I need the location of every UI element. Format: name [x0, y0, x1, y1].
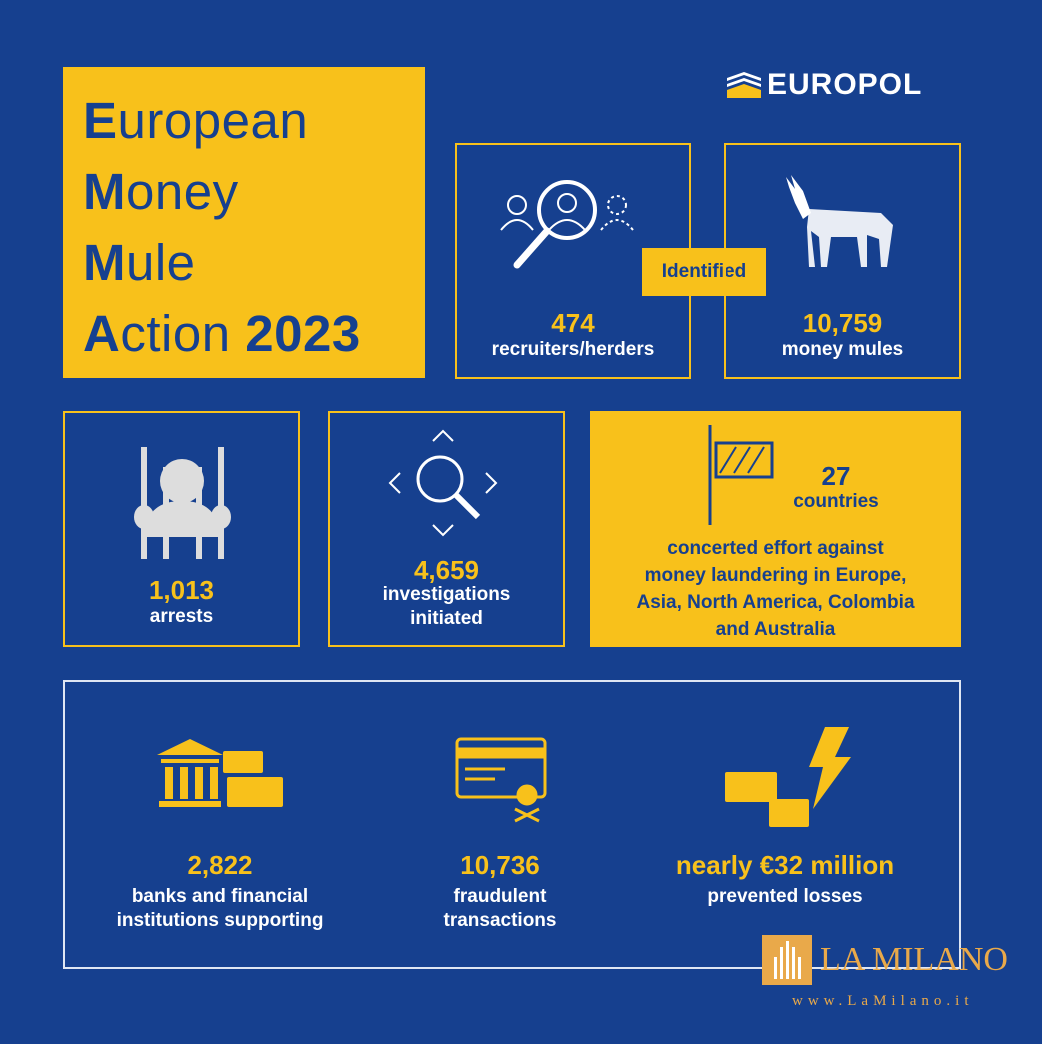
transactions-value: 10,736	[460, 850, 540, 880]
europol-logo: EUROPOL	[727, 68, 922, 102]
recruiters-value: 474	[551, 308, 595, 338]
title-box: European Money Mule Action 2023	[63, 67, 425, 378]
recruiters-label: recruiters/herders	[491, 339, 655, 360]
mules-box: 10,759 money mules	[724, 143, 961, 379]
title-line-1: European	[83, 92, 309, 149]
banks-label-2: institutions supporting	[116, 910, 324, 931]
magnifier-icon	[388, 429, 498, 537]
title-line-3: Mule	[83, 234, 196, 291]
countries-label: countries	[793, 491, 879, 512]
lamilano-watermark: LA MILANO www.LaMilano.it	[762, 935, 1008, 1010]
prisoner-icon	[134, 447, 231, 559]
arrests-label: arrests	[149, 606, 214, 627]
title-line-4: Action 2023	[83, 305, 361, 362]
transactions-label-1: fraudulent	[453, 886, 547, 907]
arrests-box: 1,013 arrests	[63, 411, 300, 647]
countries-description: concerted effort against money laundering…	[636, 538, 915, 640]
search-people-icon	[500, 180, 634, 269]
lamilano-logo-icon	[762, 935, 812, 985]
investigations-label-2: initiated	[410, 608, 483, 629]
banks-value: 2,822	[187, 850, 253, 880]
investigations-value: 4,659	[413, 555, 480, 585]
credit-card-skull-icon	[455, 737, 547, 823]
arrests-value: 1,013	[148, 575, 215, 605]
title-line-2: Money	[83, 163, 239, 220]
banks-label-1: banks and financial	[131, 886, 309, 907]
investigations-label-1: investigations	[382, 584, 511, 605]
mules-label: money mules	[781, 339, 904, 360]
flag-icon	[708, 425, 774, 525]
bank-money-icon	[157, 739, 283, 807]
losses-label: prevented losses	[707, 886, 863, 907]
transactions-label-2: transactions	[443, 910, 557, 931]
mules-value: 10,759	[802, 308, 883, 338]
europol-emblem-icon	[727, 72, 761, 98]
donkey-icon	[786, 175, 893, 267]
recruiters-box: 474 recruiters/herders	[455, 143, 691, 379]
countries-box: 27 countries concerted effort against mon…	[590, 411, 961, 647]
investigations-box: 4,659 investigations initiated	[328, 411, 565, 647]
losses-value: nearly €32 million	[675, 850, 895, 880]
countries-value: 27	[821, 461, 851, 491]
money-lightning-icon	[725, 727, 851, 827]
bottom-box: 2,822 banks and financial institutions s…	[63, 680, 961, 969]
